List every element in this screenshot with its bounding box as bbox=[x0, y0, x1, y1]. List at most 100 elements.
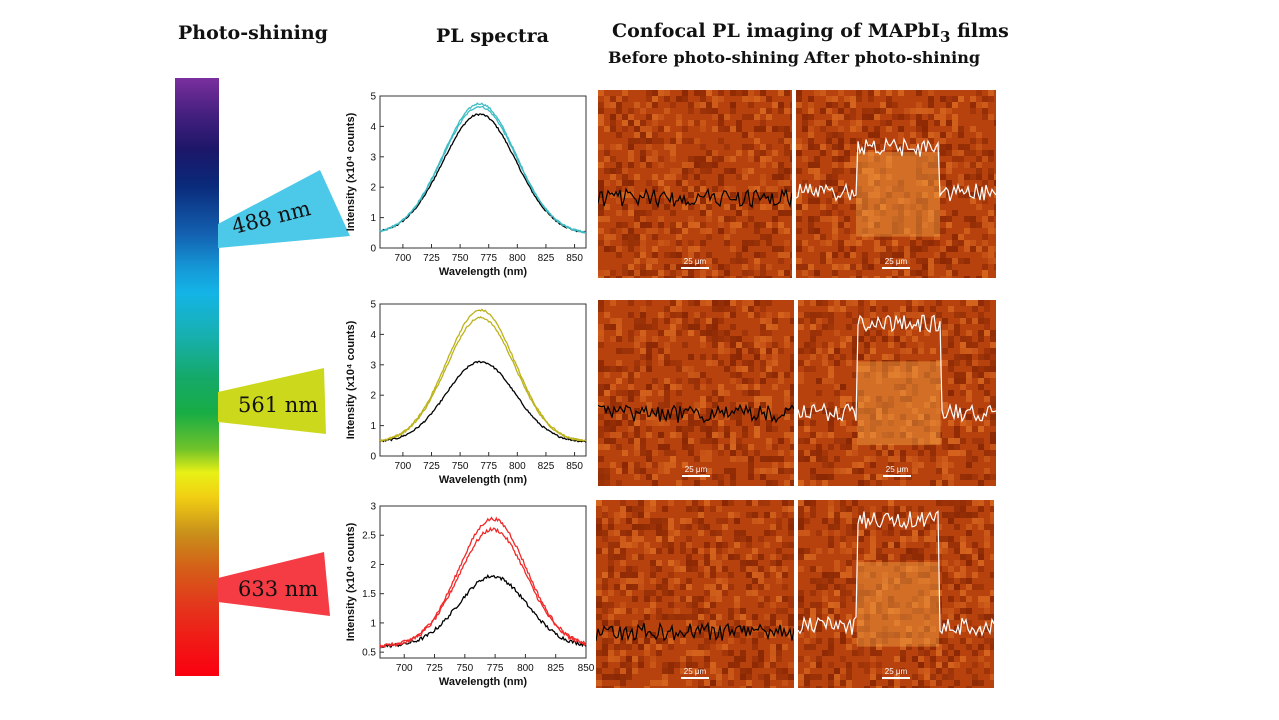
panel-speckle bbox=[598, 270, 604, 276]
panel-speckle bbox=[900, 518, 906, 524]
panel-speckle bbox=[608, 518, 614, 524]
panel-speckle bbox=[796, 192, 802, 198]
panel-speckle bbox=[682, 342, 688, 348]
panel-speckle bbox=[754, 156, 760, 162]
panel-speckle bbox=[724, 366, 730, 372]
panel-speckle bbox=[960, 626, 966, 632]
panel-speckle bbox=[670, 360, 676, 366]
panel-speckle bbox=[918, 590, 924, 596]
panel-speckle bbox=[822, 474, 828, 480]
panel-speckle bbox=[658, 180, 664, 186]
panel-speckle bbox=[644, 650, 650, 656]
panel-speckle bbox=[754, 408, 760, 414]
spectrum-series-1 bbox=[379, 526, 587, 649]
panel-speckle bbox=[936, 300, 942, 306]
panel-speckle bbox=[664, 252, 670, 258]
panel-speckle bbox=[616, 132, 622, 138]
panel-speckle bbox=[882, 408, 888, 414]
panel-speckle bbox=[740, 608, 746, 614]
panel-speckle bbox=[928, 240, 934, 246]
panel-speckle bbox=[948, 578, 954, 584]
panel-speckle bbox=[936, 662, 942, 668]
y-tick-label: 4 bbox=[370, 122, 376, 133]
panel-speckle bbox=[976, 174, 982, 180]
panel-speckle bbox=[972, 512, 978, 518]
panel-speckle bbox=[764, 542, 770, 548]
panel-speckle bbox=[676, 180, 682, 186]
panel-speckle bbox=[984, 650, 990, 656]
panel-speckle bbox=[734, 554, 740, 560]
panel-speckle bbox=[706, 426, 712, 432]
panel-speckle bbox=[788, 662, 794, 668]
panel-speckle bbox=[640, 162, 646, 168]
panel-speckle bbox=[706, 204, 712, 210]
panel-speckle bbox=[746, 536, 752, 542]
panel-speckle bbox=[634, 126, 640, 132]
panel-speckle bbox=[730, 480, 736, 486]
panel-speckle bbox=[698, 572, 704, 578]
panel-speckle bbox=[900, 542, 906, 548]
panel-speckle bbox=[790, 468, 794, 474]
panel-speckle bbox=[718, 360, 724, 366]
panel-speckle bbox=[978, 330, 984, 336]
panel-speckle bbox=[676, 306, 682, 312]
panel-speckle bbox=[930, 444, 936, 450]
panel-speckle bbox=[646, 384, 652, 390]
panel-speckle bbox=[870, 300, 876, 306]
panel-speckle bbox=[930, 680, 936, 686]
panel-speckle bbox=[870, 456, 876, 462]
panel-speckle bbox=[652, 462, 658, 468]
panel-speckle bbox=[782, 596, 788, 602]
panel-speckle bbox=[622, 240, 628, 246]
panel-speckle bbox=[764, 512, 770, 518]
panel-speckle bbox=[888, 686, 894, 688]
panel-speckle bbox=[864, 342, 870, 348]
panel-speckle bbox=[798, 530, 804, 536]
panel-speckle bbox=[706, 408, 712, 414]
panel-speckle bbox=[706, 414, 712, 420]
panel-speckle bbox=[882, 542, 888, 548]
panel-speckle bbox=[796, 150, 802, 156]
panel-speckle bbox=[924, 444, 930, 450]
panel-speckle bbox=[616, 222, 622, 228]
panel-speckle bbox=[954, 542, 960, 548]
panel-speckle bbox=[906, 548, 912, 554]
panel-speckle bbox=[730, 156, 736, 162]
panel-speckle bbox=[760, 276, 766, 278]
panel-texture bbox=[798, 300, 996, 486]
panel-speckle bbox=[602, 638, 608, 644]
panel-speckle bbox=[742, 168, 748, 174]
panel-speckle bbox=[934, 156, 940, 162]
panel-speckle bbox=[808, 126, 814, 132]
panel-speckle bbox=[918, 342, 924, 348]
panel-speckle bbox=[736, 354, 742, 360]
panel-speckle bbox=[828, 644, 834, 650]
panel-speckle bbox=[686, 650, 692, 656]
panel-speckle bbox=[746, 632, 752, 638]
panel-speckle bbox=[784, 336, 790, 342]
panel-speckle bbox=[616, 390, 622, 396]
panel-speckle bbox=[810, 408, 816, 414]
panel-speckle bbox=[598, 432, 604, 438]
panel-speckle bbox=[772, 126, 778, 132]
panel-speckle bbox=[954, 378, 960, 384]
panel-speckle bbox=[724, 444, 730, 450]
panel-speckle bbox=[746, 620, 752, 626]
panel-speckle bbox=[810, 626, 816, 632]
panel-speckle bbox=[596, 578, 602, 584]
panel-speckle bbox=[616, 402, 622, 408]
panel-speckle bbox=[972, 360, 978, 366]
panel-speckle bbox=[888, 342, 894, 348]
panel-speckle bbox=[700, 156, 706, 162]
panel-speckle bbox=[978, 644, 984, 650]
panel-speckle bbox=[602, 662, 608, 668]
panel-speckle bbox=[664, 96, 670, 102]
panel-speckle bbox=[728, 638, 734, 644]
panel-speckle bbox=[686, 578, 692, 584]
panel-speckle bbox=[990, 450, 996, 456]
panel-speckle bbox=[894, 456, 900, 462]
panel-speckle bbox=[928, 162, 934, 168]
panel-speckle bbox=[856, 162, 862, 168]
panel-speckle bbox=[644, 500, 650, 506]
panel-speckle bbox=[804, 366, 810, 372]
